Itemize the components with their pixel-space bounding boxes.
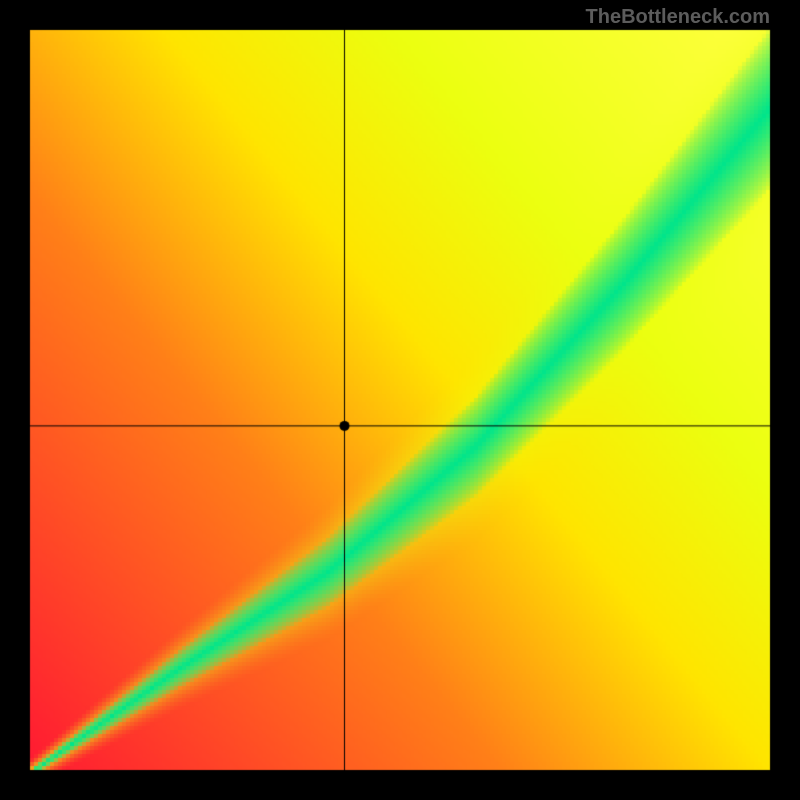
bottleneck-heatmap xyxy=(0,0,800,800)
chart-root: TheBottleneck.com xyxy=(0,0,800,800)
watermark-text: TheBottleneck.com xyxy=(586,6,770,29)
